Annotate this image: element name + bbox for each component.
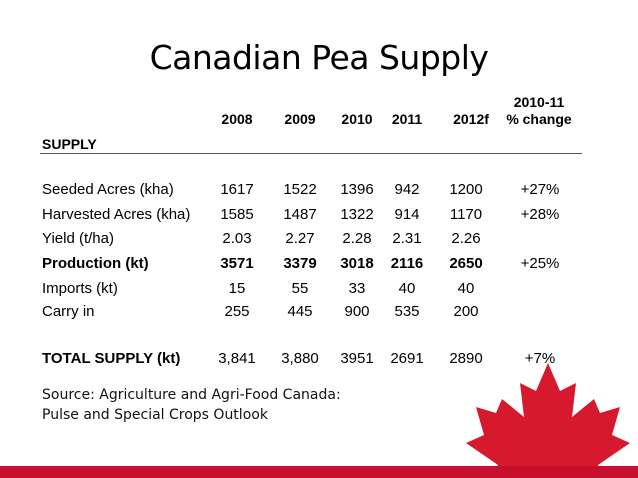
- table-cell: 200: [453, 303, 479, 320]
- table-cell: 2116: [390, 255, 424, 272]
- table-row: Harvested Acres (kha) 1585 1487 1322 914…: [0, 206, 638, 228]
- header-divider: [40, 153, 582, 154]
- maple-leaf-icon: [448, 355, 638, 478]
- column-header: 2009: [284, 111, 316, 127]
- table-cell: 2.31: [392, 230, 422, 247]
- column-header: 2008: [221, 111, 253, 127]
- table-cell: 33: [348, 280, 366, 297]
- table-cell: 1170: [449, 206, 483, 223]
- source-note: Source: Agriculture and Agri-Food Canada…: [42, 385, 422, 425]
- source-line: Source: Agriculture and Agri-Food Canada…: [42, 387, 341, 403]
- column-header: % change: [506, 111, 572, 127]
- table-cell: 2890: [449, 350, 483, 367]
- source-line: Pulse and Special Crops Outlook: [42, 407, 268, 423]
- table-cell: +27%: [520, 181, 560, 198]
- table-cell: 40: [457, 280, 475, 297]
- row-label: TOTAL SUPPLY (kt): [42, 350, 181, 367]
- table-row: Production (kt) 3571 3379 3018 2116 2650…: [0, 255, 638, 277]
- total-row: TOTAL SUPPLY (kt) 3,841 3,880 3951 2691 …: [0, 350, 638, 372]
- table-cell: 1585: [220, 206, 254, 223]
- column-header: 2011: [391, 111, 423, 127]
- table-cell: 1322: [340, 206, 374, 223]
- table-cell: 445: [287, 303, 313, 320]
- row-label: Carry in: [42, 303, 95, 320]
- table-cell: 1396: [340, 181, 374, 198]
- table-cell: 3571: [220, 255, 254, 272]
- table-cell: 2.28: [342, 230, 372, 247]
- table-cell: 900: [344, 303, 370, 320]
- table-cell: 2.27: [285, 230, 315, 247]
- table-row: Imports (kt) 15 55 33 40 40: [0, 280, 638, 302]
- table-cell: 2.03: [222, 230, 252, 247]
- row-label: Imports (kt): [42, 280, 118, 297]
- column-header: 2010: [341, 111, 373, 127]
- table-cell: 55: [291, 280, 309, 297]
- table-cell: +7%: [524, 350, 556, 367]
- column-header: 2012f: [453, 111, 489, 127]
- table-cell: 3,880: [281, 350, 319, 367]
- table-cell: 255: [224, 303, 250, 320]
- table-cell: 3379: [283, 255, 317, 272]
- table-row: Carry in 255 445 900 535 200: [0, 303, 638, 325]
- table-cell: 40: [398, 280, 416, 297]
- table-row: Yield (t/ha) 2.03 2.27 2.28 2.31 2.26: [0, 230, 638, 252]
- table-cell: +28%: [520, 206, 560, 223]
- table-cell: 1487: [283, 206, 317, 223]
- row-label: Harvested Acres (kha): [42, 206, 191, 223]
- table-cell: 15: [228, 280, 246, 297]
- table-cell: 942: [394, 181, 420, 198]
- section-label: SUPPLY: [42, 136, 97, 152]
- table-cell: 3,841: [218, 350, 256, 367]
- table-cell: 2.26: [451, 230, 481, 247]
- table-cell: 1522: [283, 181, 317, 198]
- table-cell: 2650: [449, 255, 483, 272]
- table-row: Seeded Acres (kha) 1617 1522 1396 942 12…: [0, 181, 638, 203]
- row-label: Production (kt): [42, 255, 149, 272]
- table-cell: 3018: [340, 255, 374, 272]
- footer-bar: [0, 466, 638, 478]
- row-label: Seeded Acres (kha): [42, 181, 174, 198]
- change-header-period: 2010-11: [513, 94, 565, 110]
- slide-title: Canadian Pea Supply: [149, 38, 489, 77]
- table-cell: 3951: [340, 350, 374, 367]
- table-cell: 535: [394, 303, 420, 320]
- table-cell: 1200: [449, 181, 483, 198]
- row-label: Yield (t/ha): [42, 230, 114, 247]
- table-cell: 914: [394, 206, 420, 223]
- table-cell: +25%: [520, 255, 560, 272]
- table-cell: 2691: [390, 350, 424, 367]
- table-cell: 1617: [220, 181, 254, 198]
